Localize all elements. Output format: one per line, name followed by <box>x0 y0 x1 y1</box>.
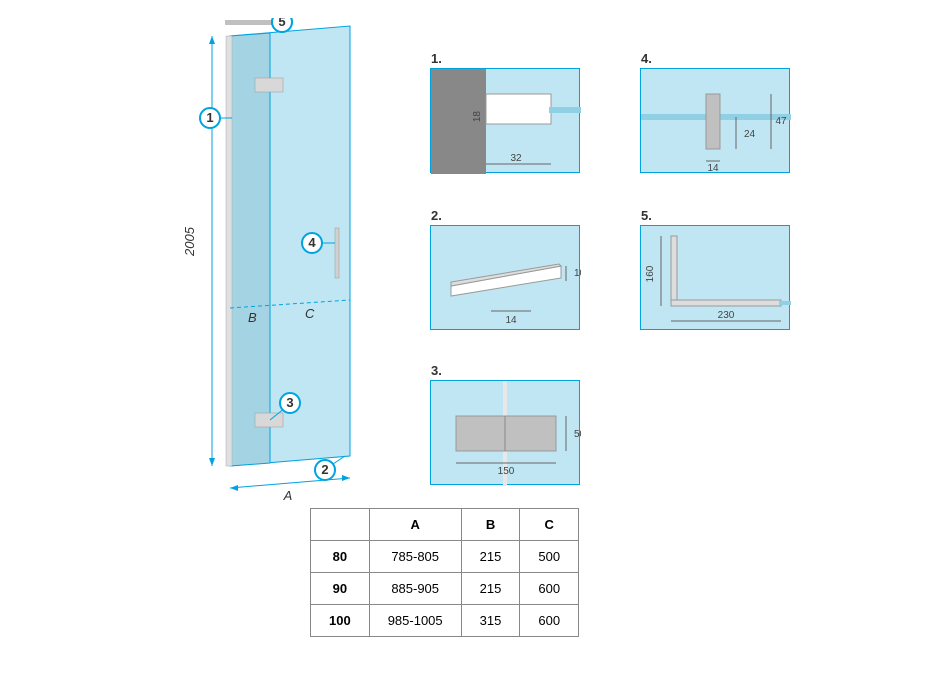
callout-3: 3 <box>286 395 293 410</box>
d4-w: 14 <box>707 163 719 174</box>
callout-1: 1 <box>206 110 213 125</box>
table-row: 100 985-1005 315 600 <box>311 605 579 637</box>
th-c: C <box>520 509 579 541</box>
d4-h2: 24 <box>744 129 756 140</box>
callout-2: 2 <box>321 462 328 477</box>
height-label: 2005 <box>182 226 197 257</box>
th-b: B <box>461 509 520 541</box>
row-80: 80 <box>311 541 370 573</box>
seg-b: B <box>248 310 257 325</box>
d1-h: 18 <box>472 111 483 123</box>
d1-w: 32 <box>510 153 522 164</box>
d4-h: 47 <box>775 116 787 127</box>
diagram-container: 2005 A B C 1 5 4 3 2 1. <box>0 0 928 686</box>
detail-3-label: 3. <box>431 363 442 378</box>
th-blank <box>311 509 370 541</box>
d5-h: 160 <box>645 265 656 282</box>
d5-w: 230 <box>718 310 735 321</box>
d2-h: 10 <box>574 268 581 279</box>
table-header-row: A B C <box>311 509 579 541</box>
detail-3: 3. 50 150 <box>430 380 580 485</box>
row-90: 90 <box>311 573 370 605</box>
table-row: 80 785-805 215 500 <box>311 541 579 573</box>
th-a: A <box>369 509 461 541</box>
detail-5: 5. 160 230 <box>640 225 790 330</box>
row-100: 100 <box>311 605 370 637</box>
d3-w: 150 <box>498 466 515 477</box>
d3-h: 50 <box>574 429 581 440</box>
d2-w: 14 <box>505 315 517 326</box>
callout-4: 4 <box>308 235 316 250</box>
detail-4-label: 4. <box>641 51 652 66</box>
detail-2-label: 2. <box>431 208 442 223</box>
detail-5-label: 5. <box>641 208 652 223</box>
seg-c: C <box>305 306 315 321</box>
detail-2: 2. 10 14 <box>430 225 580 330</box>
width-a-label: A <box>283 488 293 503</box>
callout-5: 5 <box>278 18 285 29</box>
detail-1-label: 1. <box>431 51 442 66</box>
detail-4: 4. 47 24 14 <box>640 68 790 173</box>
detail-1: 1. 32 18 <box>430 68 580 173</box>
table-row: 90 885-905 215 600 <box>311 573 579 605</box>
dimension-table: A B C 80 785-805 215 500 90 885-905 215 … <box>310 508 579 637</box>
main-door-diagram: 2005 A B C 1 5 4 3 2 <box>170 18 410 513</box>
